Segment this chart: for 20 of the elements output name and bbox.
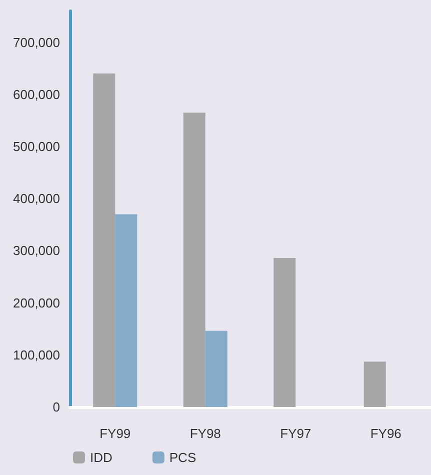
y-tick-label: 100,000 [13,347,60,362]
bar [115,214,138,407]
bar [183,112,206,407]
legend-label: PCS [169,450,196,465]
x-tick-label: FY99 [100,426,131,441]
y-tick-label: 0 [52,400,60,414]
bar [93,74,116,407]
y-tick-label: 200,000 [13,295,60,310]
bar [205,330,228,407]
y-tick-label: 300,000 [13,243,60,258]
y-tick-label: 400,000 [13,191,60,206]
y-tick-label: 500,000 [13,138,60,154]
bar [274,258,296,407]
bar [364,362,386,407]
y-tick-label: 700,000 [13,34,60,50]
x-tick-label: FY98 [190,426,221,441]
legend-label: IDD [90,450,112,465]
x-tick-label: FY97 [280,426,312,441]
y-tick-label: 600,000 [13,86,60,102]
x-tick-label: FY96 [370,426,402,441]
